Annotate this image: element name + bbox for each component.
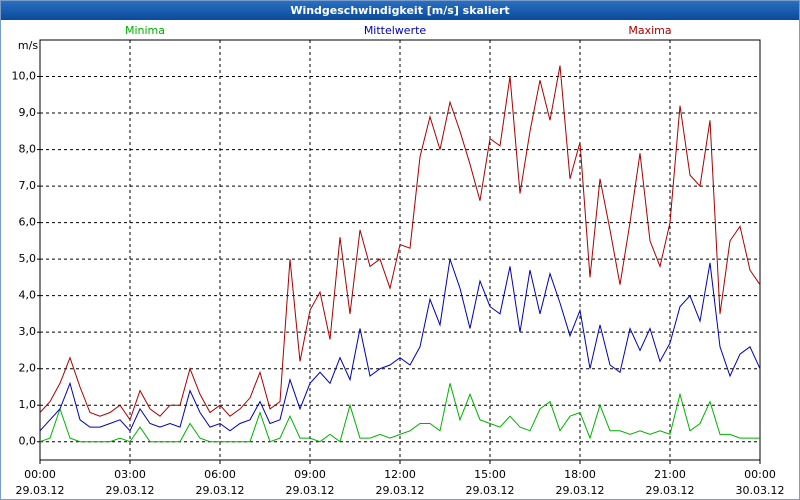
title-bar — [1, 1, 799, 20]
x-tick-date: 29.03.12 — [376, 484, 425, 497]
x-tick-date: 29.03.12 — [196, 484, 245, 497]
x-tick-label: 00:00 — [24, 468, 56, 481]
legend-label: Mittelwerte — [364, 24, 427, 37]
chart-title: Windgeschwindigkeit [m/s] skaliert — [290, 4, 509, 17]
x-tick-label: 00:00 — [744, 468, 776, 481]
legend-label: Minima — [125, 24, 165, 37]
y-tick-label: 1,0 — [19, 398, 37, 411]
y-tick-label: 2,0 — [19, 362, 37, 375]
y-tick-label: 7,0 — [19, 179, 37, 192]
x-tick-date: 29.03.12 — [466, 484, 515, 497]
series-line — [39, 383, 760, 443]
y-axis-label: m/s — [18, 39, 38, 52]
y-tick-label: 4,0 — [19, 289, 37, 302]
x-tick-label: 03:00 — [114, 468, 146, 481]
y-tick-label: 9,0 — [19, 106, 37, 119]
x-tick-date: 29.03.12 — [16, 484, 65, 497]
x-tick-label: 18:00 — [564, 468, 596, 481]
series-line — [39, 258, 761, 432]
y-tick-label: 3,0 — [19, 325, 37, 338]
x-tick-label: 09:00 — [294, 468, 326, 481]
x-tick-label: 21:00 — [654, 468, 686, 481]
y-tick-label: 0,0 — [19, 435, 37, 448]
y-tick-label: 10,0 — [12, 70, 37, 83]
x-tick-date: 29.03.12 — [646, 484, 695, 497]
x-tick-date: 30.03.12 — [736, 484, 785, 497]
series-line — [39, 65, 761, 421]
legend-label: Maxima — [628, 24, 671, 37]
x-tick-date: 29.03.12 — [106, 484, 155, 497]
y-tick-label: 6,0 — [19, 216, 37, 229]
x-tick-label: 06:00 — [204, 468, 236, 481]
x-tick-date: 29.03.12 — [556, 484, 605, 497]
y-tick-label: 8,0 — [19, 143, 37, 156]
x-tick-label: 12:00 — [384, 468, 416, 481]
x-tick-label: 15:00 — [474, 468, 506, 481]
x-tick-date: 29.03.12 — [286, 484, 335, 497]
y-tick-label: 5,0 — [19, 252, 37, 265]
